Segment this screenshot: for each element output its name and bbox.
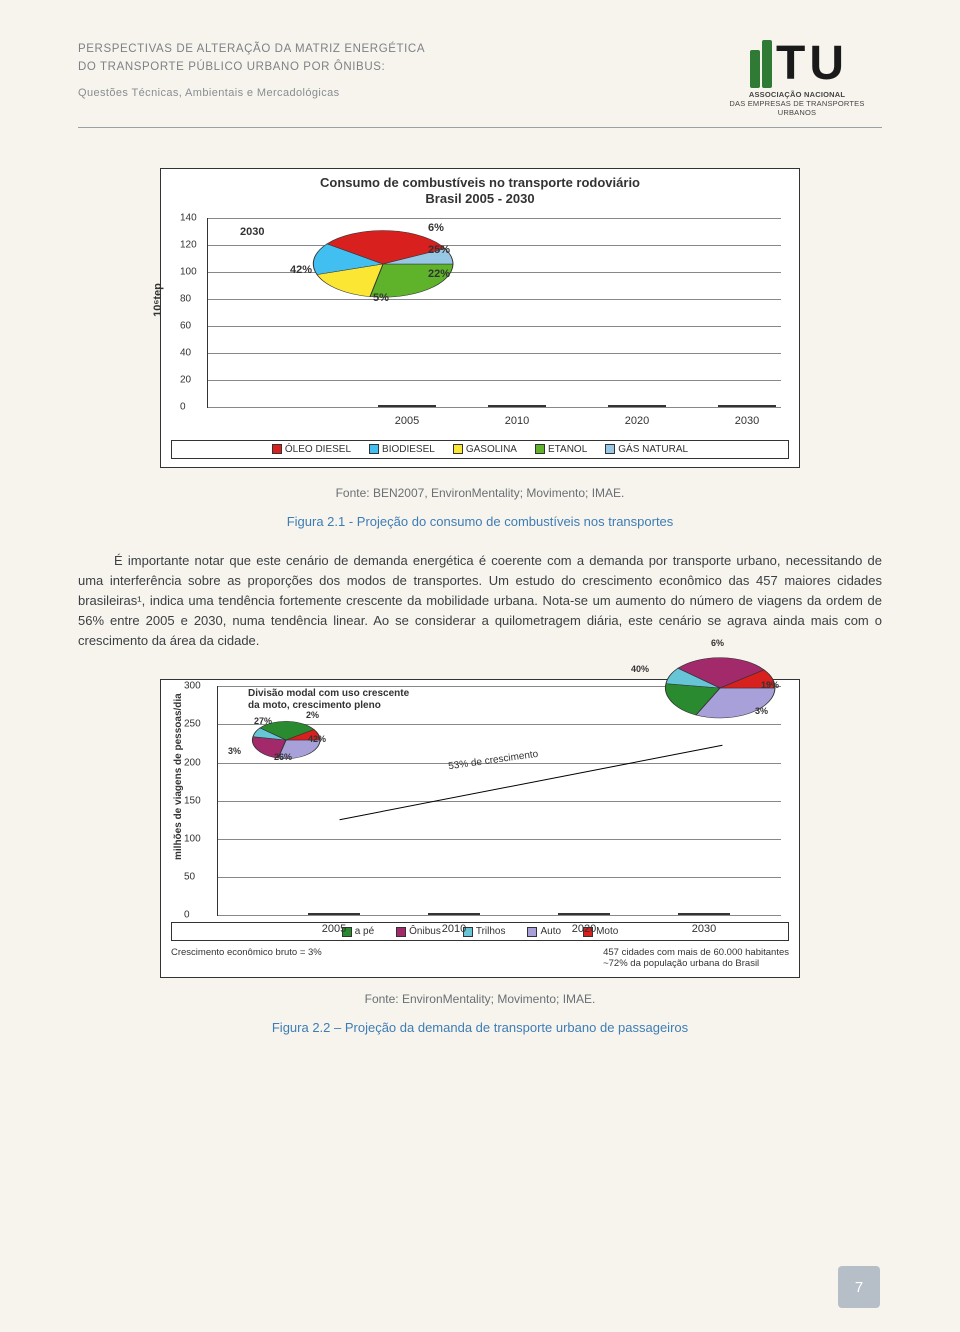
legend-item: GASOLINA — [453, 444, 517, 455]
chart-fuel-consumption: Consumo de combustíveis no transporte ro… — [160, 168, 800, 468]
ntu-logo: T U ASSOCIAÇÃO NACIONAL DAS EMPRESAS DE … — [712, 40, 882, 117]
legend-item: Ônibus — [396, 926, 441, 937]
page-header: PERSPECTIVAS DE ALTERAÇÃO DA MATRIZ ENER… — [78, 40, 882, 117]
chart1-plot-area: 0204060801001201402005201020202030 2030 … — [207, 218, 781, 408]
chart2-yaxis-label: milhões de viagens de pessoas/dia — [173, 693, 184, 860]
chart2-plot-area: 0501001502002503002005201020202030Divisã… — [217, 686, 781, 916]
logo-bar-icon — [750, 50, 760, 88]
logo-letter: T — [776, 45, 805, 83]
logo-bar-icon — [762, 40, 772, 88]
figure-caption-1: Figura 2.1 - Projeção do consumo de comb… — [78, 514, 882, 529]
header-text-block: PERSPECTIVAS DE ALTERAÇÃO DA MATRIZ ENER… — [78, 40, 425, 102]
figure-caption-2: Figura 2.2 – Projeção da demanda de tran… — [78, 1020, 882, 1035]
chart1-title: Consumo de combustíveis no transporte ro… — [171, 175, 789, 208]
header-divider — [78, 127, 882, 128]
chart2-source: Fonte: EnvironMentality; Movimento; IMAE… — [78, 992, 882, 1006]
chart1-source: Fonte: BEN2007, EnvironMentality; Movime… — [78, 486, 882, 500]
body-paragraph: É importante notar que este cenário de d… — [78, 551, 882, 652]
footnote-left: Crescimento econômico bruto = 3% — [171, 947, 322, 969]
legend-item: BIODIESEL — [369, 444, 435, 455]
header-line1: PERSPECTIVAS DE ALTERAÇÃO DA MATRIZ ENER… — [78, 40, 425, 58]
chart2-footnotes: Crescimento econômico bruto = 3% 457 cid… — [171, 947, 789, 969]
logo-subtitle: ASSOCIAÇÃO NACIONAL DAS EMPRESAS DE TRAN… — [712, 90, 882, 117]
chart-transport-demand: milhões de viagens de pessoas/dia 050100… — [160, 679, 800, 978]
header-subtitle: Questões Técnicas, Ambientais e Mercadol… — [78, 85, 425, 103]
legend-item: GÁS NATURAL — [605, 444, 688, 455]
legend-item: ÓLEO DIESEL — [272, 444, 351, 455]
footnote-right: 457 cidades com mais de 60.000 habitante… — [603, 947, 789, 969]
legend-item: a pé — [342, 926, 374, 937]
legend-item: Trilhos — [463, 926, 506, 937]
logo-letter: U — [809, 45, 844, 83]
header-line2: DO TRANSPORTE PÚBLICO URBANO POR ÔNIBUS: — [78, 58, 425, 76]
legend-item: Auto — [527, 926, 561, 937]
chart1-yaxis-label: 10⁶tep — [152, 283, 164, 317]
page-number: 7 — [838, 1266, 880, 1308]
legend-item: ETANOL — [535, 444, 587, 455]
chart1-legend: ÓLEO DIESEL BIODIESEL GASOLINA ETANOL GÁS NA… — [171, 440, 789, 459]
